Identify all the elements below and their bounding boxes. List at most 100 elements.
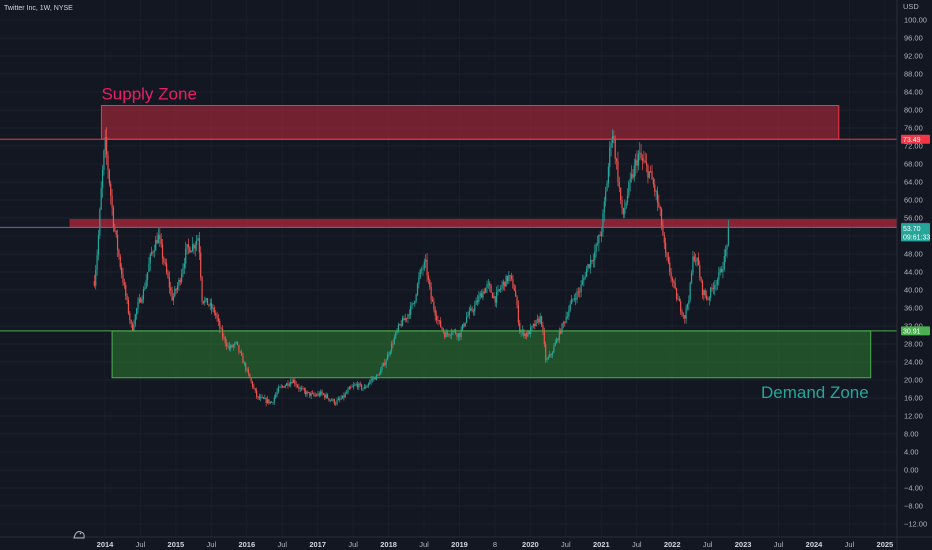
candle-body	[665, 242, 667, 253]
y-tick-label: 80.00	[904, 106, 923, 115]
x-tick-label: 2014	[97, 540, 115, 549]
demand-zone[interactable]	[111, 330, 872, 379]
candle-body	[457, 333, 460, 337]
candle-body	[299, 388, 301, 390]
candle-body	[508, 275, 510, 282]
candle-body	[710, 287, 712, 298]
candle-body	[197, 238, 199, 241]
candle-body	[418, 277, 420, 284]
candle-body	[605, 191, 607, 202]
y-tick-label: 76.00	[904, 124, 923, 133]
candle-body	[465, 316, 468, 323]
candle-body	[460, 329, 462, 338]
candle-body	[236, 341, 239, 345]
candle-body	[415, 294, 417, 301]
candle-body	[525, 333, 528, 337]
time-axis[interactable]: 2014 Jul 2015 Jul 2016 Jul 2017 Jul 2018 Jul 2019 8…	[97, 540, 894, 549]
candle-body	[215, 312, 217, 316]
candle-body	[190, 250, 192, 253]
candle-body	[204, 299, 206, 303]
candle-body	[705, 295, 708, 299]
candle-body	[305, 390, 307, 395]
candle-body	[592, 260, 594, 262]
candle-body	[260, 397, 262, 399]
candle-body	[577, 291, 579, 293]
candle-body	[704, 290, 706, 296]
candle-body	[643, 160, 645, 162]
candle-body	[211, 303, 213, 309]
supply-zone[interactable]	[100, 105, 840, 140]
candle-body	[324, 394, 326, 398]
candle-body	[112, 207, 115, 228]
y-tick-label: 84.00	[904, 88, 923, 97]
candle-body	[392, 343, 394, 345]
candle-body	[472, 310, 475, 312]
candle-body	[172, 296, 175, 301]
candle-body	[104, 137, 106, 151]
candle-body	[266, 399, 269, 403]
candle-body	[125, 284, 127, 296]
y-tick-label: 16.00	[904, 394, 923, 403]
candle-body	[106, 137, 108, 155]
candle-body	[588, 264, 590, 268]
candle-body	[641, 158, 644, 161]
candle-body	[652, 179, 654, 185]
candle-body	[339, 398, 341, 400]
tradingview-logo-icon[interactable]	[73, 531, 85, 539]
candle-body	[667, 257, 669, 263]
candle-body	[490, 286, 492, 293]
candle-body	[543, 331, 545, 345]
candle-body	[695, 260, 697, 262]
candle-body	[381, 366, 383, 370]
candle-body	[182, 267, 184, 275]
zone-labels: Supply Zone Demand Zone	[101, 85, 868, 402]
candle-body	[489, 283, 491, 287]
candle-body	[411, 303, 413, 306]
candle-body	[444, 332, 446, 338]
candle-body	[198, 238, 200, 253]
candle-body	[461, 324, 464, 330]
candle-body	[201, 277, 203, 302]
candle-body	[256, 390, 258, 397]
candle-body	[373, 377, 375, 380]
candle-body	[137, 302, 139, 309]
candle-body	[711, 287, 713, 289]
candle-body	[560, 330, 562, 334]
candle-body	[151, 251, 153, 255]
candle-body	[333, 399, 335, 404]
badge-green-price-text: 53.70	[903, 226, 921, 233]
candle-body	[366, 385, 368, 388]
candle-body	[276, 391, 278, 395]
candle-body	[431, 299, 434, 302]
candle-body	[144, 288, 146, 290]
candle-body	[378, 374, 380, 376]
candle-body	[495, 291, 498, 303]
candle-body	[727, 226, 729, 246]
symbol-title: Twitter Inc, 1W, NYSE	[4, 5, 73, 12]
candle-body	[206, 298, 209, 305]
candle-body	[633, 165, 635, 178]
candle-body	[674, 282, 676, 289]
candle-body	[480, 293, 483, 298]
candle-body	[294, 379, 296, 385]
candle-body	[699, 265, 701, 278]
candle-body	[251, 381, 254, 387]
candle-body	[404, 318, 406, 321]
candle-body	[504, 281, 506, 287]
candle-body	[298, 386, 300, 389]
y-tick-label: 96.00	[904, 34, 923, 43]
candle-body	[187, 244, 190, 248]
candle-body	[279, 386, 281, 388]
candle-body	[684, 315, 686, 319]
candle-body	[463, 324, 465, 327]
x-tick-label: 2018	[380, 540, 397, 549]
candle-body	[677, 298, 679, 300]
candle-body	[579, 291, 581, 293]
candle-body	[715, 284, 717, 286]
candle-body	[681, 311, 683, 315]
candle-body	[549, 353, 551, 358]
x-tick-label: 2019	[451, 540, 468, 549]
candle-body	[116, 234, 119, 250]
candle-body	[600, 232, 603, 236]
